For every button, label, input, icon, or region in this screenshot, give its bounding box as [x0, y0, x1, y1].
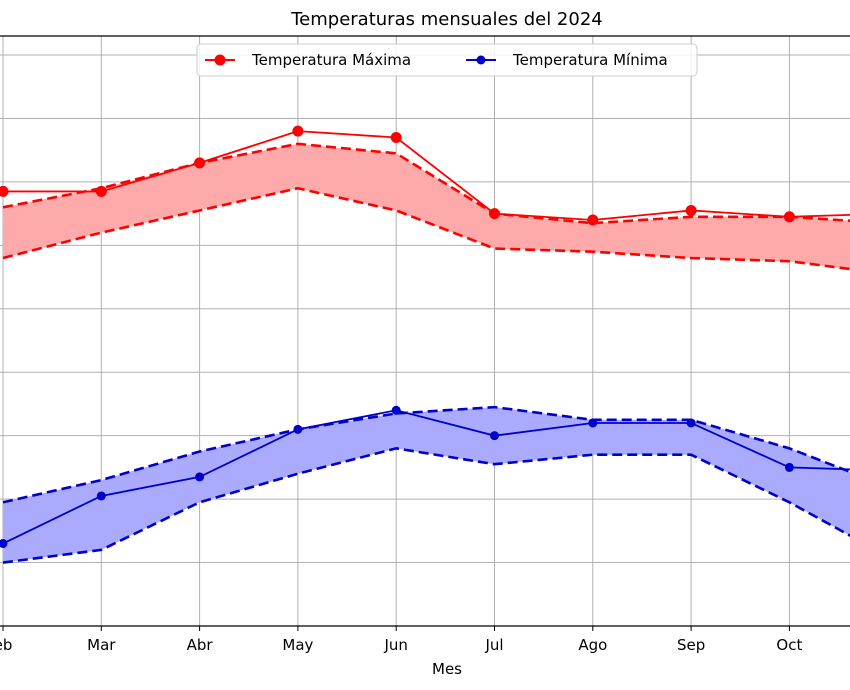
series-line-max [3, 130, 850, 221]
band-fill-max [3, 143, 850, 270]
x-tick-label-jul: Jul [484, 636, 503, 654]
point-max-may [292, 125, 304, 137]
point-min-may [293, 424, 303, 434]
point-min-jun [391, 405, 401, 415]
point-max-ago [587, 214, 599, 226]
legend-min-marker [476, 55, 486, 65]
chart-title: Temperaturas mensuales del 2024 [290, 9, 603, 30]
legend-label-min: Temperatura Mínima [512, 51, 668, 69]
legend-box [196, 43, 698, 77]
point-min-sep [686, 418, 696, 428]
legend-max-marker [214, 54, 226, 66]
point-min-feb [0, 539, 8, 549]
x-axis-label: Mes [432, 660, 462, 678]
x-tick-label-abr: Abr [187, 636, 214, 654]
x-axis-ticks: eb Mar Abr May Jun Jul Ago Sep Oct [0, 626, 802, 654]
x-tick-label-sep: Sep [677, 636, 705, 654]
point-max-mar [95, 185, 107, 197]
point-min-ago [588, 418, 598, 428]
point-max-jul [489, 208, 500, 220]
point-max-jun [390, 132, 402, 144]
x-tick-label-jun: Jun [383, 636, 407, 654]
point-min-mar [96, 491, 106, 501]
band-lower-min [2, 447, 850, 564]
x-tick-label-feb: eb [0, 636, 12, 654]
band-upper-max [2, 142, 850, 225]
x-tick-label-oct: Oct [776, 636, 802, 654]
point-max-oct [783, 211, 795, 223]
x-tick-label-ago: Ago [578, 636, 607, 654]
series-layer [0, 125, 850, 564]
point-min-oct [784, 462, 794, 472]
point-min-jul [490, 431, 499, 441]
point-max-sep [685, 204, 697, 216]
x-tick-label-mar: Mar [87, 636, 116, 654]
band-lower-max [2, 186, 850, 271]
series-line-min [2, 409, 850, 545]
point-max-abr [194, 157, 206, 169]
band-upper-min [2, 405, 850, 504]
x-tick-label-may: May [282, 636, 313, 654]
legend-label-max: Temperatura Máxima [251, 51, 411, 69]
point-max-feb [0, 185, 9, 197]
legend: Temperatura Máxima Temperatura Mínima [196, 43, 698, 77]
bands-layer [3, 143, 850, 563]
point-min-abr [195, 472, 205, 482]
band-fill-min [3, 407, 850, 563]
